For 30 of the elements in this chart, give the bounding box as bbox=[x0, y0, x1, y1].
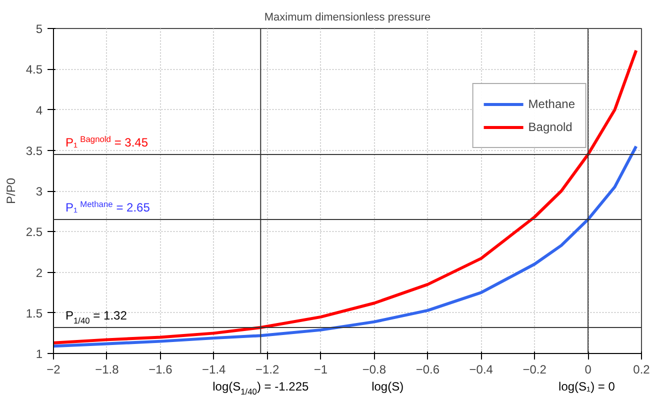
legend-label: Bagnold bbox=[528, 120, 572, 134]
y-tick-label: 4.5 bbox=[26, 62, 43, 77]
x-axis-title: log(S) bbox=[372, 379, 404, 394]
x-tick-label: −0.4 bbox=[469, 362, 494, 376]
x-tick-label: −1 bbox=[314, 362, 328, 376]
y-tick-label: 1.5 bbox=[26, 306, 43, 320]
y-tick-label: 3.5 bbox=[26, 144, 43, 158]
x-tick-label: −2 bbox=[46, 362, 61, 376]
x-tick-label: 0 bbox=[584, 362, 592, 376]
ref-line-label: log(S₁) = 0 bbox=[558, 379, 616, 394]
x-tick-label: 0.2 bbox=[633, 362, 650, 376]
y-tick-label: 5 bbox=[36, 22, 43, 36]
x-tick-label: −1.6 bbox=[148, 362, 173, 376]
x-tick-label: −0.2 bbox=[522, 362, 547, 376]
x-tick-label: −1.8 bbox=[95, 362, 120, 376]
ref-line-label: P₁Bagnold = 3.45 bbox=[66, 134, 148, 150]
y-tick-label: 1 bbox=[36, 347, 43, 361]
line-series bbox=[54, 48, 638, 344]
x-tick-label: −0.6 bbox=[416, 362, 440, 376]
y-tick-label: 4 bbox=[36, 103, 43, 118]
chart-title: Maximum dimensionless pressure bbox=[264, 12, 431, 24]
x-tick-label: −1.2 bbox=[255, 362, 280, 376]
legend-label: Methane bbox=[528, 97, 575, 111]
y-axis-title: P/P0 bbox=[4, 178, 18, 204]
ref-line-label: P₁Methane = 2.65 bbox=[66, 199, 150, 214]
y-tick-label: 2 bbox=[36, 266, 43, 280]
x-tick-label: −0.8 bbox=[362, 362, 386, 376]
y-tick-label: 3 bbox=[36, 184, 43, 198]
x-tick-label: −1.4 bbox=[202, 362, 226, 376]
y-tick-label: 2.5 bbox=[26, 225, 43, 240]
